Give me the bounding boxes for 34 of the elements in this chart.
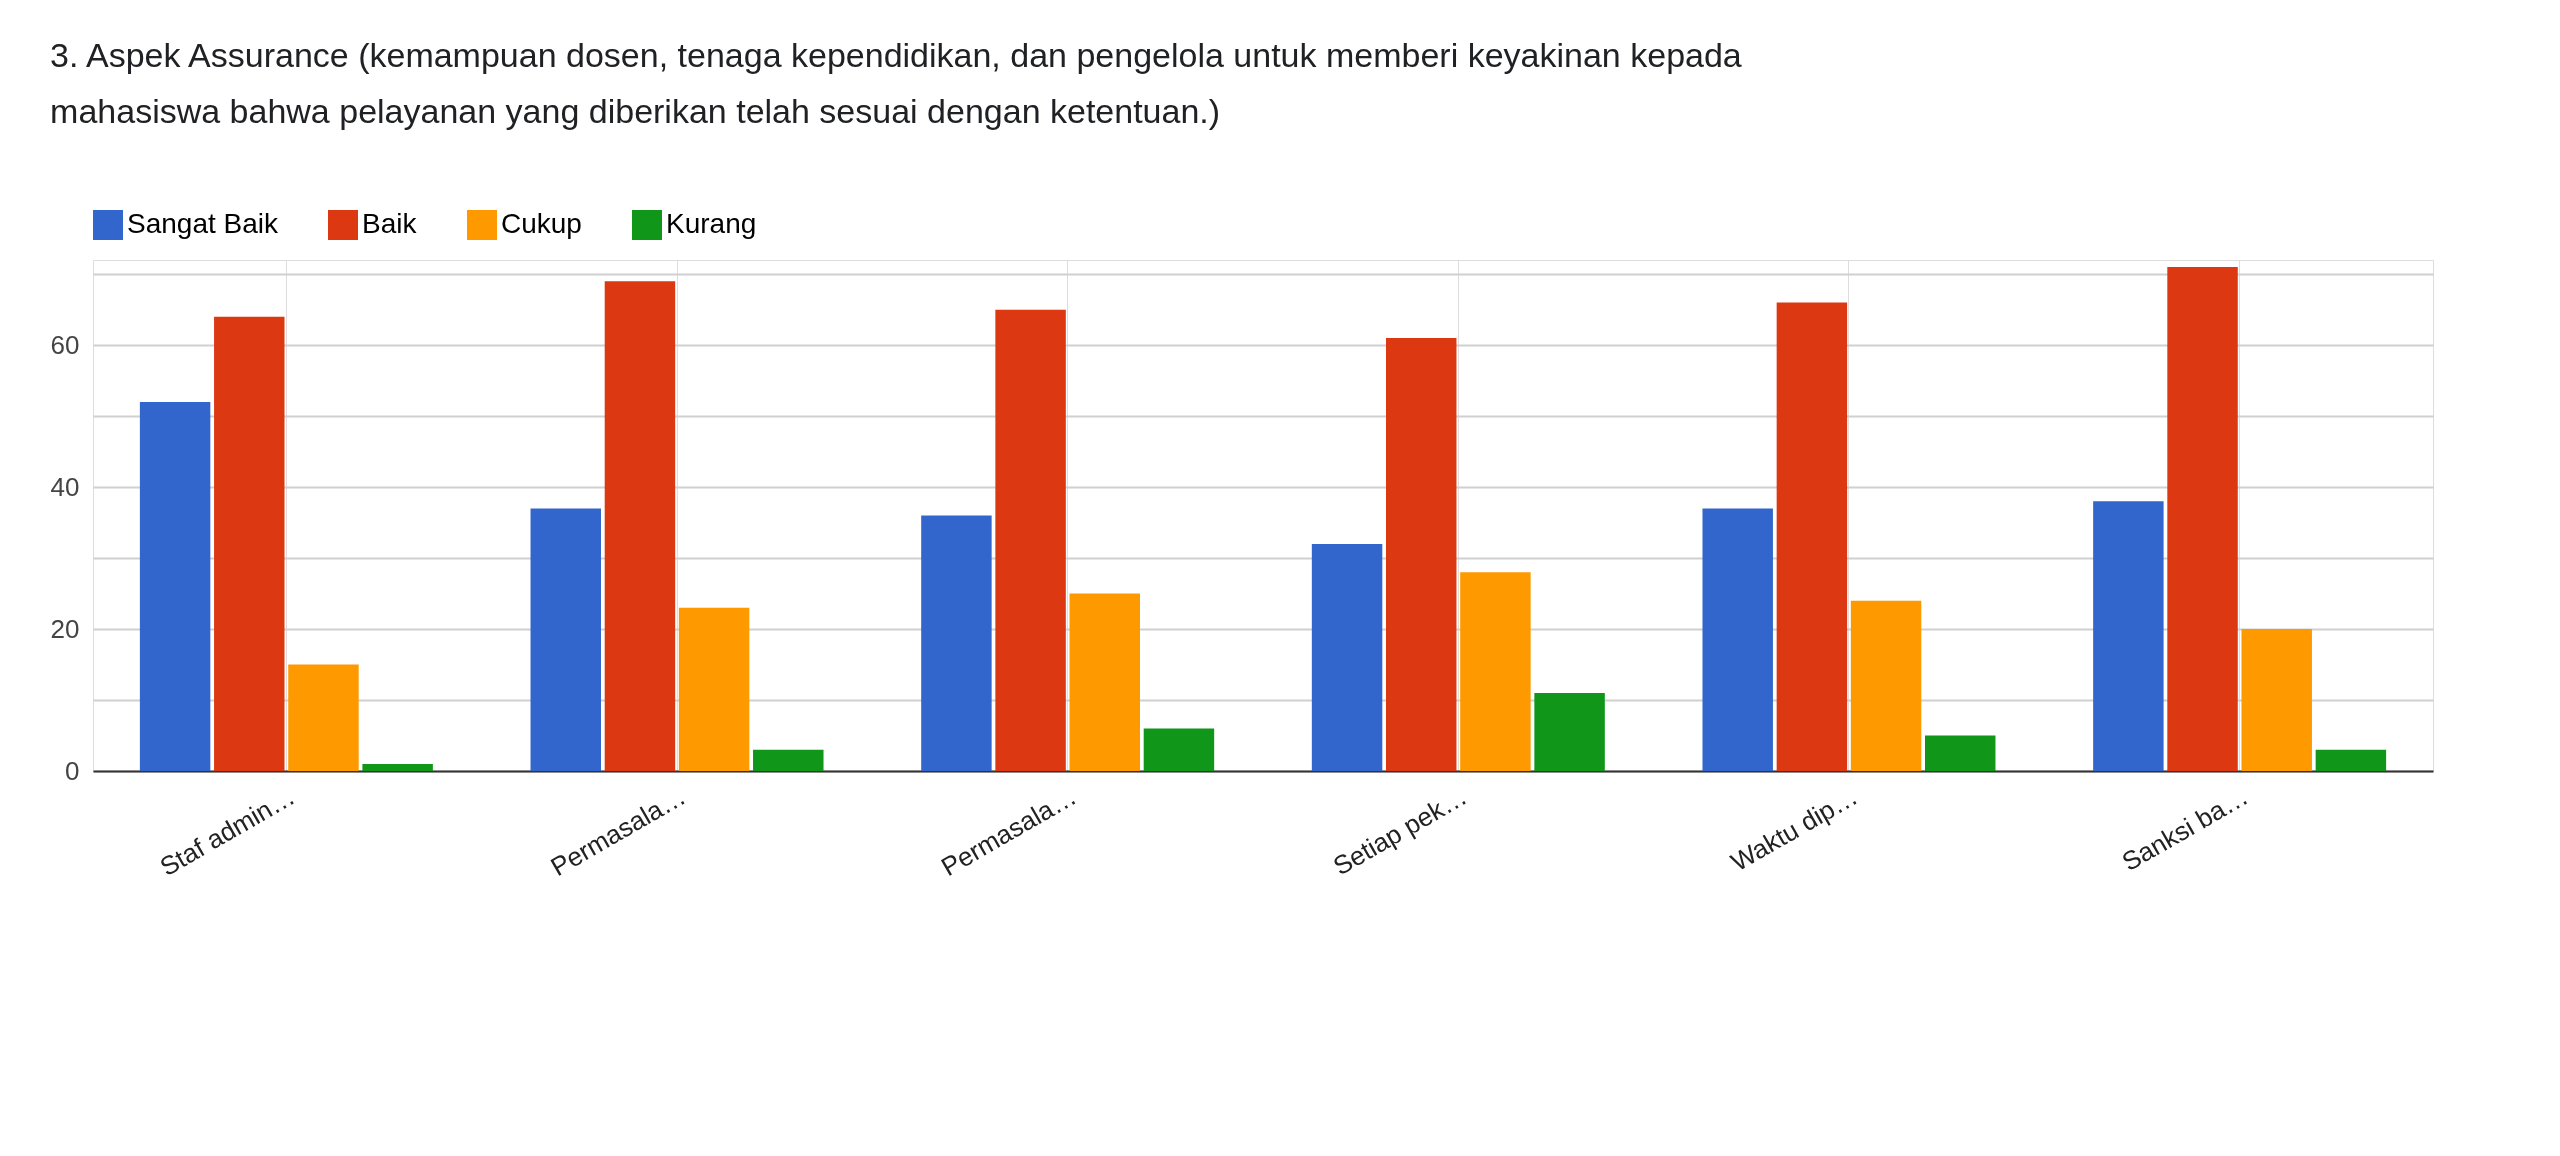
bar <box>1534 692 1605 771</box>
bar <box>678 607 750 771</box>
bar <box>1850 600 1922 771</box>
bar <box>2241 629 2312 771</box>
bar <box>288 664 359 771</box>
bar <box>995 309 1066 771</box>
legend-label: Cukup <box>501 208 582 239</box>
y-tick-label: 60 <box>50 329 80 360</box>
bar <box>2315 749 2387 771</box>
x-tick-label: Waktu dip… <box>1725 780 1863 878</box>
legend-label: Sangat Baik <box>127 208 279 239</box>
bar <box>1386 338 1457 771</box>
y-tick-label: 0 <box>65 755 80 786</box>
bar <box>1311 543 1383 771</box>
y-tick-label: 20 <box>50 613 80 644</box>
bar <box>214 316 285 771</box>
bar <box>1702 508 1773 771</box>
bar <box>1925 735 1996 771</box>
bar <box>1069 593 1140 771</box>
bar <box>753 749 824 771</box>
legend-label: Baik <box>362 208 418 239</box>
bar <box>2167 267 2238 771</box>
bar <box>139 401 211 771</box>
bar <box>1460 572 1531 771</box>
bar <box>2093 501 2164 771</box>
y-tick-label: 40 <box>50 471 80 502</box>
bar <box>604 281 676 771</box>
chart-title: 3. Aspek Assurance (kemampuan dosen, tenaga kependidikan, dan pengelola untuk memberi keyakinan kepada mahasiswa bahwa pelayanan yang diberikan telah sesuai dengan ketentuan.) <box>50 36 1742 130</box>
bar <box>530 508 601 771</box>
bar <box>362 763 433 771</box>
bar <box>921 515 992 771</box>
bar <box>1776 302 1848 771</box>
bar <box>1143 728 1215 771</box>
legend-label: Kurang <box>666 208 757 239</box>
